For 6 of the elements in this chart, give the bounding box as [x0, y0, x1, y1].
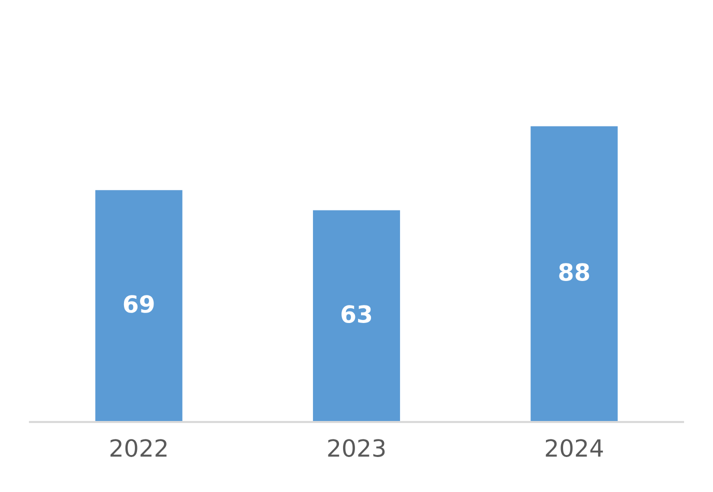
data-label: 69 [124, 295, 154, 313]
data-label: 88 [559, 263, 590, 281]
x-tick-label: 2022 [110, 439, 167, 457]
data-label: 63 [342, 305, 372, 323]
x-tick-label: 2024 [546, 439, 603, 457]
x-tick-label: 2023 [328, 439, 385, 457]
